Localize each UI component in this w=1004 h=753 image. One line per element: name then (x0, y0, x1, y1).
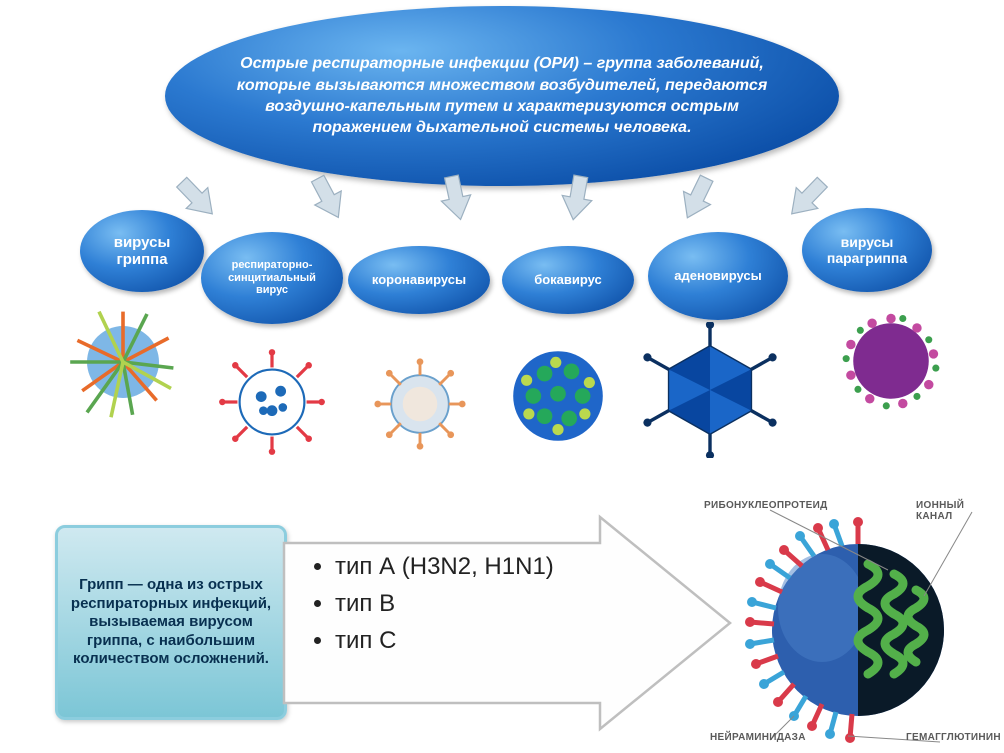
bubble-adeno-label: аденовирусы (674, 269, 762, 284)
struct-label-rnp: РИБОНУКЛЕОПРОТЕИД (704, 500, 828, 511)
bubble-boca: бокавирус (502, 246, 634, 314)
flu-types-list: тип А (H3N2, H1N1) тип В тип С (315, 548, 575, 660)
bubble-paraflu: вирусыпарагриппа (802, 208, 932, 292)
struct-label-ha: ГЕМАГГЛЮТИНИН (906, 732, 1001, 743)
flu-type-c: тип С (335, 622, 575, 659)
struct-label-na: НЕЙРАМИНИДАЗА (710, 732, 806, 743)
bubble-paraflu-label: вирусыпарагриппа (827, 234, 907, 266)
virus-img-adeno (642, 322, 778, 458)
arrow-down-5 (671, 169, 723, 227)
flu-definition-text: Грипп — одна из острых респираторных инф… (70, 576, 272, 669)
header-ellipse: Острые респираторные инфекции (ОРИ) – гр… (165, 6, 839, 186)
arrow-down-4 (556, 171, 598, 224)
bubble-rsv: респираторно-синцитиальныйвирус (201, 232, 343, 324)
bubble-adeno: аденовирусы (648, 232, 788, 320)
bubble-corona: коронавирусы (348, 246, 490, 314)
bubble-rsv-label: респираторно-синцитиальныйвирус (228, 259, 316, 297)
header-text: Острые респираторные инфекции (ОРИ) – гр… (231, 53, 773, 139)
bubble-flu-label: вирусыгриппа (114, 234, 171, 269)
flu-type-a: тип А (H3N2, H1N1) (335, 548, 575, 585)
virus-img-boca (502, 340, 614, 452)
flu-type-b: тип В (335, 585, 575, 622)
virus-img-rsv (218, 348, 326, 456)
virus-img-corona (372, 356, 468, 452)
bubble-corona-label: коронавирусы (372, 273, 466, 288)
bubble-boca-label: бокавирус (534, 273, 602, 288)
virus-img-paraflu (832, 302, 950, 420)
bubble-flu: вирусыгриппа (80, 210, 204, 292)
arrow-down-2 (302, 169, 355, 227)
struct-label-ion: ИОННЫЙ КАНАЛ (916, 500, 1000, 522)
virus-img-flu (63, 302, 183, 422)
flu-definition-box: Грипп — одна из острых респираторных инф… (55, 525, 287, 720)
virus-structure-diagram: РИБОНУКЛЕОПРОТЕИД ИОННЫЙ КАНАЛ НЕЙРАМИНИ… (710, 500, 1000, 745)
